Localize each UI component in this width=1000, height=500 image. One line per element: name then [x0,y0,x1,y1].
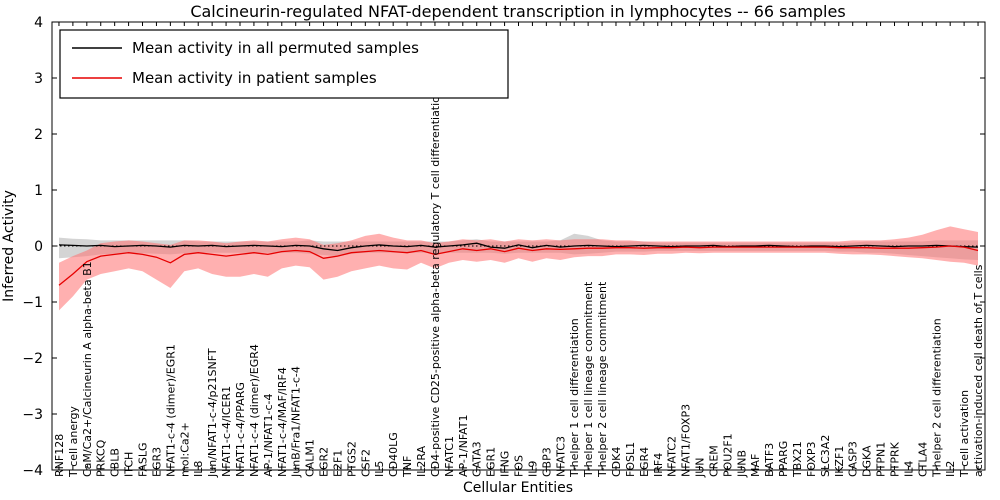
x-tick-label: BATF3 [763,443,776,477]
x-tick-label: CREM [708,445,721,477]
x-tick-label: T-helper 1 cell lineage commitment [582,281,595,478]
y-tick-label: −3 [22,407,43,423]
confidence-bands [59,226,978,311]
x-tick-label: Jun/NFAT1-c-4/p21SNFT [206,348,219,478]
x-tick-label: PRKCQ [95,439,108,477]
legend: Mean activity in all permuted samples Me… [59,29,509,99]
y-tick-label: −2 [22,351,43,367]
x-tick-label: PPARG [777,441,790,477]
plot-frame [51,21,986,471]
x-tick-label: NFAT1-c-4 (dimer)/EGR1 [164,344,177,477]
x-tick-label: IL5 [373,461,386,477]
x-tick-label: JUN [694,457,707,478]
y-tick-label: 0 [34,239,43,255]
y-tick-label: 3 [34,71,43,87]
x-tick-label: NFAT1-c-4 (dimer)/EGR4 [248,344,261,477]
x-tick-label: T-helper 2 cell differentiation [930,318,943,478]
chart-title: Calcineurin-regulated NFAT-dependent tra… [190,2,845,21]
x-tick-label: PTGS2 [345,441,358,477]
y-tick-labels: −4 −3 −2 −1 0 1 2 3 4 [22,15,43,479]
x-tick-label: TNF [401,456,414,478]
mean-lines [58,242,979,286]
legend-label-patient: Mean activity in patient samples [132,69,377,87]
x-tick-labels: RNF128 T cell anergy CaM/Ca2+/Calcineurin … [53,89,985,478]
x-tick-label: AP-1/NFAT1 [457,414,470,477]
x-tick-label: NFAT1-c-4/MAF/IRF4 [276,367,289,477]
x-tick-label: T-helper 1 cell differentiation [568,318,581,478]
x-tick-label: POU2F1 [721,433,734,477]
x-tick-label: activation-induced cell death of T cells [972,264,985,477]
x-tick-label: JUNB [735,450,748,478]
x-tick-label: CaM/Ca2+/Calcineurin A alpha-beta B1 [81,261,94,477]
x-tick-label: E2F1 [332,450,345,477]
x-tick-label: FASLG [137,443,150,477]
x-tick-label: EGR1 [485,447,498,477]
x-tick-label: CD4-positive CD25-positive alpha-beta re… [429,89,442,477]
y-tick-label: 1 [34,183,43,199]
x-axis-label: Cellular Entities [463,480,573,496]
x-tick-label: AP-1/NFAT1-c-4 [262,393,275,477]
x-tick-label: NFAT1/FOXP3 [680,404,693,477]
x-tick-label: T-helper 2 cell lineage commitment [596,281,609,478]
x-tick-label: CDK4 [610,447,623,477]
x-tick-label: FOSL1 [624,442,637,477]
x-tick-label: IKZF1 [833,446,846,477]
x-tick-label: EGR3 [150,447,163,477]
x-tick-label: PTPRK [889,441,902,477]
x-tick-label: RNF128 [53,434,66,477]
x-tick-label: PTPN1 [875,442,888,477]
x-tick-label: CASP3 [847,441,860,477]
x-tick-label: CD40LG [387,432,400,477]
x-tick-label: JunB/Fra1/NFAT1-c-4 [290,366,303,478]
x-tick-label: IL8 [192,461,205,477]
x-tick-label: NFATC2 [666,436,679,477]
y-tick-label: 2 [34,127,43,143]
x-tick-label: NFAT1-c-4/PPARG [234,382,247,477]
x-tick-label: IL2RA [415,445,428,477]
x-tick-label: CSF2 [359,449,372,477]
y-tick-label: 4 [34,15,43,31]
y-tick-label: −1 [22,295,43,311]
x-tick-label: NFATC3 [554,436,567,477]
legend-label-permuted: Mean activity in all permuted samples [132,39,419,57]
x-tick-label: CALM1 [304,439,317,477]
x-tick-label: NFAT1-c-4/ICER1 [220,386,233,477]
x-tick-label: mol:Ca2+ [178,422,191,477]
x-tick-label: GATA3 [471,441,484,477]
x-tick-label: GBP3 [540,447,553,477]
x-tick-label: IFNG [499,451,512,477]
x-tick-label: TBX21 [791,441,804,478]
x-tick-label: CBLB [109,448,122,477]
x-tick-label: IL9 [526,461,539,477]
patient-confidence-band [59,226,978,311]
x-tick-label: IRF4 [652,453,665,477]
x-tick-label: FOS [513,455,526,477]
legend-box [59,29,509,99]
x-tick-label: T cell activation [958,390,971,478]
x-tick-label: NFATC1 [443,436,456,477]
x-tick-label: IL4 [902,461,915,477]
x-tick-label: FOXP3 [805,442,818,477]
x-tick-label: ITCH [123,452,136,477]
y-axis-label: Inferred Activity [1,190,17,302]
x-tick-label: T cell anergy [67,406,80,478]
x-tick-label: EGR2 [318,447,331,477]
x-tick-label: SLC3A2 [819,435,832,477]
y-tick-label: −4 [22,463,43,479]
patient-mean-line [58,245,979,286]
x-tick-label: CTLA4 [916,442,929,477]
x-tick-label: DGKA [861,445,874,477]
permuted-mean-line [58,242,979,252]
x-tick-label: MAF [749,454,762,477]
x-tick-label: IL2 [944,461,957,477]
x-tick-label: EGR4 [638,447,651,477]
